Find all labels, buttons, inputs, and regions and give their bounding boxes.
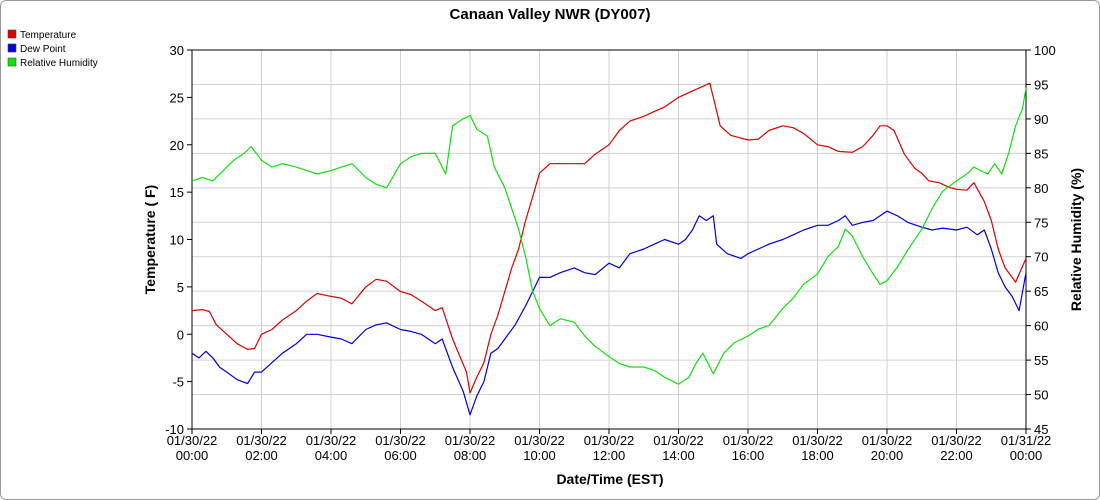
y-tick-label: 20 [170,138,184,153]
y2-tick-label: 95 [1034,77,1048,92]
x-tick-time: 20:00 [871,448,904,463]
x-axis-title: Date/Time (EST) [556,471,663,487]
legend-label: Dew Point [20,44,66,55]
series-line-relative-humidity [191,87,1027,385]
y2-axis-title: Relative Humidity (%) [1068,168,1084,311]
x-tick-date: 01/30/22 [862,433,913,448]
x-tick-time: 10:00 [523,448,556,463]
x-tick-time: 12:00 [593,448,626,463]
x-tick-time: 22:00 [940,448,973,463]
y2-tick-label: 55 [1034,353,1048,368]
y2-tick-label: 75 [1034,215,1048,230]
x-tick-time: 04:00 [315,448,348,463]
y-tick-label: 25 [170,90,184,105]
y2-tick-label: 80 [1034,181,1048,196]
legend-swatch [7,43,17,53]
y2-tick-label: 90 [1034,112,1048,127]
grid [191,49,1027,430]
x-tick-date: 01/30/22 [514,433,565,448]
y2-tick-label: 70 [1034,250,1048,265]
x-tick-date: 01/30/22 [306,433,357,448]
x-tick-date: 01/30/22 [236,433,287,448]
legend-label: Relative Humidity [20,58,98,69]
x-axis: 01/30/2200:0001/30/2202:0001/30/2204:000… [167,429,1052,463]
x-tick-date: 01/30/22 [653,433,704,448]
y2-tick-label: 45 [1034,422,1048,437]
y2-tick-label: 100 [1034,43,1056,58]
x-tick-date: 01/30/22 [584,433,635,448]
legend-label: Temperature [20,30,77,41]
x-tick-date: 01/30/22 [792,433,843,448]
legend-swatch [7,29,17,39]
y-tick-label: 30 [170,43,184,58]
x-tick-date: 01/30/22 [723,433,774,448]
y-tick-label: 10 [170,233,184,248]
series-line-dew-point [191,210,1027,416]
x-tick-date: 01/31/22 [1001,433,1052,448]
chart-title: Canaan Valley NWR (DY007) [450,6,651,23]
series-layer [191,82,1027,416]
y-tick-label: 15 [170,185,184,200]
x-tick-time: 14:00 [662,448,695,463]
x-tick-time: 00:00 [176,448,209,463]
y2-tick-label: 65 [1034,284,1048,299]
y-axis-title: Temperature ( F) [142,185,158,294]
y-tick-label: -10 [165,422,184,437]
y2-tick-label: 60 [1034,319,1048,334]
x-tick-time: 02:00 [245,448,278,463]
y-tick-label: -5 [172,375,184,390]
x-tick-time: 16:00 [732,448,765,463]
legend: Temperature Dew Point Relative Humidity [7,29,98,69]
x-tick-date: 01/30/22 [931,433,982,448]
y-axis-right: 45 50 55 60 65 70 75 80 85 90 95 100 [1026,43,1056,437]
x-tick-time: 06:00 [384,448,417,463]
x-tick-time: 18:00 [801,448,834,463]
x-tick-date: 01/30/22 [445,433,496,448]
series-line-temperature [191,82,1027,394]
x-tick-time: 00:00 [1010,448,1043,463]
y2-tick-label: 85 [1034,146,1048,161]
x-tick-time: 08:00 [454,448,487,463]
y-tick-label: 0 [177,327,184,342]
y2-tick-label: 50 [1034,388,1048,403]
y-tick-label: 5 [177,280,184,295]
y-axis-left: -10 -5 0 5 10 15 20 25 30 [165,43,192,437]
x-tick-date: 01/30/22 [167,433,218,448]
x-tick-date: 01/30/22 [375,433,426,448]
legend-swatch [7,57,17,67]
